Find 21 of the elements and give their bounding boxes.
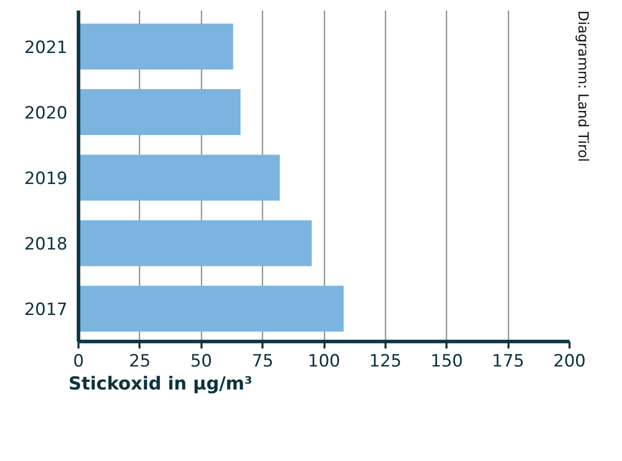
y-tick-label: 2018 [24, 234, 68, 255]
text: Diagramm: Land Tirol [574, 10, 590, 162]
x-tick-label: 50 [190, 352, 212, 372]
bar [78, 154, 280, 201]
x-tick-label: 0 [73, 352, 84, 372]
bar [78, 286, 344, 332]
bar [78, 220, 312, 266]
x-tick-label: 175 [492, 352, 524, 372]
x-tick-label: 25 [129, 352, 151, 372]
y-tick-label: 2020 [24, 104, 68, 124]
x-tick-label: 200 [553, 352, 586, 372]
x-tick-label: 150 [430, 352, 463, 372]
y-tick-label: 2021 [24, 38, 68, 58]
x-tick-label: 75 [252, 352, 274, 372]
bar [78, 89, 241, 136]
bar [78, 24, 234, 70]
x-axis-title: Stickoxid in µg/m³ [68, 374, 252, 394]
x-tick-label: 125 [369, 352, 402, 372]
y-tick-label: 2017 [24, 300, 68, 320]
x-tick-label: 100 [308, 352, 340, 372]
y-tick-label: 2019 [24, 169, 68, 190]
